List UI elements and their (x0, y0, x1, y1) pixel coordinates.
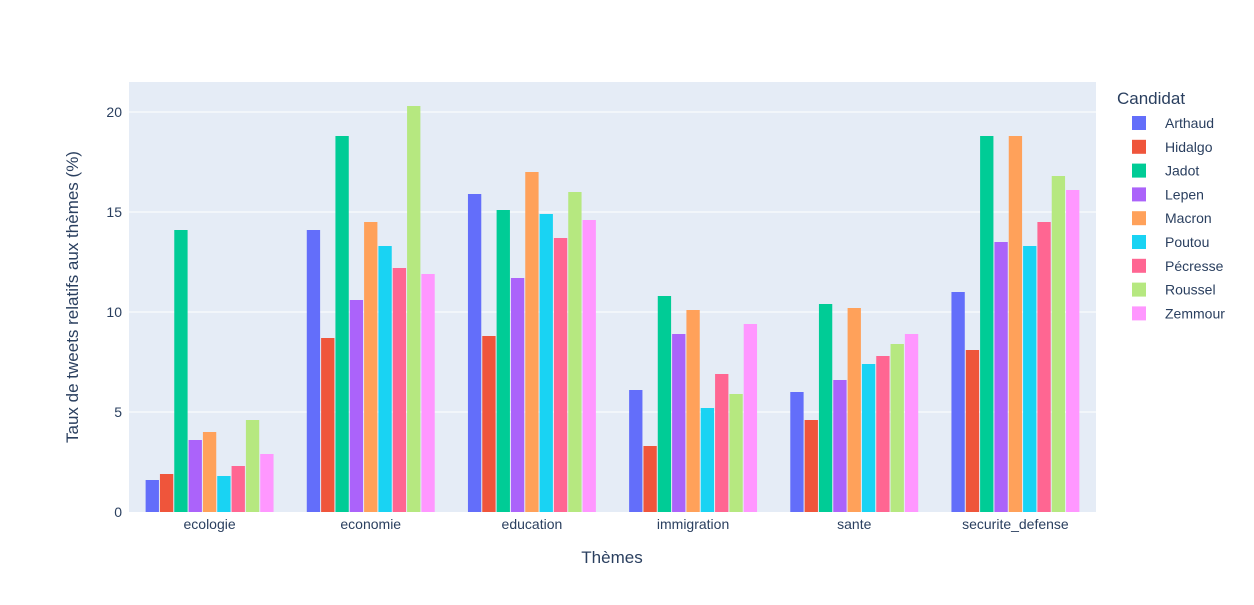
legend-swatch (1132, 139, 1146, 154)
bar-macron-immigration (686, 310, 700, 512)
bar-arthaud-sante (790, 392, 804, 512)
bar-pécresse-sante (876, 356, 890, 512)
bar-arthaud-economie (306, 230, 321, 512)
x-tick-label: immigration (657, 516, 729, 532)
bar-macron-economie (364, 222, 378, 512)
legend-swatch (1132, 187, 1146, 202)
bars (145, 106, 1080, 512)
x-tick-label: sante (837, 516, 871, 532)
gridlines (129, 111, 1096, 413)
bar-arthaud-immigration (629, 390, 643, 512)
bar-arthaud-education (467, 194, 482, 512)
bar-lepen-ecologie (188, 440, 202, 512)
bar-lepen-education (510, 278, 525, 512)
bar-pécresse-education (553, 238, 568, 512)
bar-hidalgo-economie (321, 338, 335, 512)
bar-hidalgo-sante (804, 420, 818, 512)
bar-zemmour-sante (904, 334, 919, 512)
bar-hidalgo-education (482, 336, 496, 512)
bar-pécresse-ecologie (231, 466, 245, 512)
legend-swatch (1132, 258, 1146, 273)
x-tick-label: education (502, 516, 563, 532)
bar-macron-ecologie (202, 432, 217, 512)
bar-roussel-immigration (729, 394, 743, 512)
bar-arthaud-ecologie (145, 480, 159, 512)
legend-swatch (1132, 163, 1146, 178)
x-tick-label: ecologie (184, 516, 236, 532)
legend-title: Candidat (1117, 89, 1185, 108)
legend-swatch (1132, 306, 1146, 321)
bar-lepen-sante (833, 380, 847, 512)
bar-poutou-securite_defense (1023, 246, 1037, 512)
x-tick-label: securite_defense (962, 516, 1069, 532)
bar-arthaud-securite_defense (951, 292, 965, 512)
legend-label: Pécresse (1165, 258, 1224, 274)
y-axis-ticks: 0 5 10 15 20 (106, 104, 122, 520)
bar-jadot-sante (818, 304, 833, 512)
bar-lepen-securite_defense (994, 242, 1008, 512)
bar-roussel-sante (890, 344, 904, 512)
legend-swatch (1132, 211, 1146, 226)
y-tick-label: 5 (114, 404, 122, 420)
plot-background (129, 82, 1096, 512)
legend-label: Hidalgo (1165, 139, 1213, 155)
bar-jadot-education (496, 210, 510, 512)
bar-hidalgo-immigration (643, 446, 657, 512)
legend-label: Roussel (1165, 282, 1216, 298)
bar-poutou-economie (378, 246, 392, 512)
x-axis-title: Thèmes (581, 548, 642, 567)
y-tick-label: 15 (106, 204, 122, 220)
bar-zemmour-economie (421, 274, 435, 512)
bar-zemmour-securite_defense (1066, 190, 1080, 512)
bar-jadot-ecologie (174, 230, 188, 512)
bar-jadot-economie (335, 136, 349, 512)
bar-pécresse-immigration (715, 374, 729, 512)
bar-hidalgo-securite_defense (965, 350, 980, 512)
legend-label: Macron (1165, 210, 1212, 226)
legend-swatch (1132, 116, 1146, 130)
bar-zemmour-education (582, 220, 596, 512)
bar-roussel-securite_defense (1051, 176, 1066, 512)
bar-macron-education (525, 172, 539, 512)
bar-lepen-economie (349, 300, 364, 512)
legend: Candidat Arthaud Hidalgo Jadot Lepen Macron P… (1117, 89, 1225, 321)
bar-zemmour-immigration (743, 324, 758, 512)
legend-label: Poutou (1165, 234, 1209, 250)
bar-jadot-securite_defense (980, 136, 994, 512)
x-tick-label: economie (340, 516, 401, 532)
legend-swatch (1132, 282, 1146, 297)
bar-jadot-immigration (657, 296, 672, 512)
bar-hidalgo-ecologie (159, 474, 174, 512)
bar-zemmour-ecologie (260, 454, 274, 512)
legend-label: Zemmour (1165, 305, 1225, 321)
legend-label: Lepen (1165, 186, 1204, 202)
bar-poutou-immigration (700, 408, 715, 512)
bar-poutou-education (539, 214, 553, 512)
x-axis-ticks: ecologie economie education immigration sant… (184, 516, 1069, 532)
y-tick-label: 10 (106, 304, 122, 320)
bar-roussel-ecologie (245, 420, 260, 512)
y-tick-label: 20 (106, 104, 122, 120)
legend-label: Jadot (1165, 163, 1199, 179)
bar-pécresse-securite_defense (1037, 222, 1051, 512)
legend-label: Arthaud (1165, 115, 1214, 131)
y-axis-title: Taux de tweets relatifs aux thèmes (%) (63, 151, 82, 443)
bar-lepen-immigration (672, 334, 686, 512)
bar-roussel-economie (407, 106, 421, 512)
legend-swatch (1132, 235, 1146, 249)
bar-macron-sante (847, 308, 861, 512)
bar-poutou-sante (861, 364, 876, 512)
bar-roussel-education (568, 192, 582, 512)
y-tick-label: 0 (114, 504, 122, 520)
bar-poutou-ecologie (217, 476, 231, 512)
bar-macron-securite_defense (1008, 136, 1023, 512)
bar-pécresse-economie (392, 268, 407, 512)
